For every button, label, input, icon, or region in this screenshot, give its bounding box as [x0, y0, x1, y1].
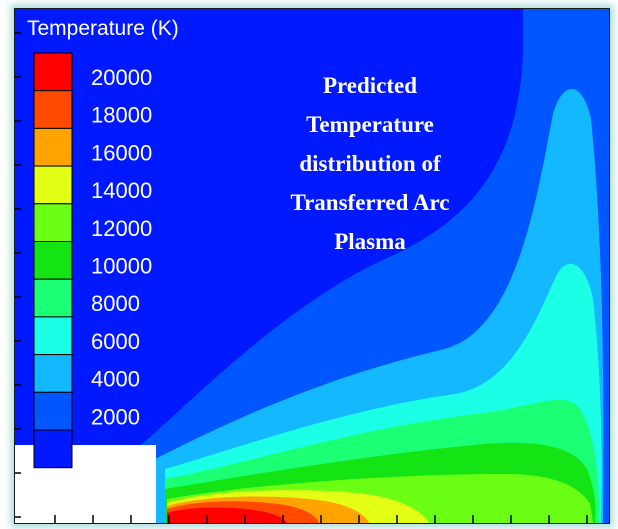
- annotation-text: Predicted Temperature distribution of Trans…: [290, 73, 449, 254]
- legend-swatch: [33, 278, 73, 318]
- axis-ticks: [15, 32, 588, 523]
- annotation-line: Predicted: [323, 73, 417, 98]
- legend-swatch: [33, 241, 73, 280]
- legend-swatch: [33, 203, 73, 243]
- legend-labels: 20000 18000 16000 14000 12000 10000 8000 6000 40…: [91, 65, 152, 429]
- legend: Temperature (K) 20000 18000 16000 14000 1200…: [27, 17, 179, 469]
- legend-label: 6000: [91, 329, 140, 354]
- contour-bands: [135, 9, 609, 523]
- legend-swatch: [33, 354, 73, 393]
- legend-swatch: [33, 316, 73, 356]
- legend-label: 4000: [91, 367, 140, 392]
- annotation-line: Transferred Arc: [290, 190, 449, 215]
- legend-swatch: [33, 165, 73, 205]
- annotation-line: Temperature: [306, 112, 434, 137]
- annotation-line: Plasma: [334, 229, 406, 254]
- legend-swatch: [33, 90, 73, 129]
- legend-swatch: [33, 52, 73, 92]
- annotation-line: distribution of: [299, 151, 441, 176]
- legend-label: 12000: [91, 216, 152, 241]
- legend-label: 20000: [91, 65, 152, 90]
- legend-swatch: [33, 391, 73, 431]
- legend-label: 10000: [91, 254, 152, 279]
- contour-band: [167, 507, 287, 523]
- legend-label: 2000: [91, 404, 140, 429]
- legend-label: 18000: [91, 103, 152, 128]
- legend-label: 14000: [91, 178, 152, 203]
- legend-swatch: [33, 127, 73, 167]
- contour-plot: Temperature (K) 20000 18000 16000 14000 1200…: [15, 9, 609, 523]
- legend-title: Temperature (K): [27, 17, 179, 40]
- legend-swatch: [33, 429, 73, 469]
- legend-swatches: [33, 52, 73, 469]
- temperature-contour-figure: Temperature (K) 20000 18000 16000 14000 1200…: [14, 8, 610, 524]
- legend-label: 8000: [91, 291, 140, 316]
- legend-label: 16000: [91, 140, 152, 165]
